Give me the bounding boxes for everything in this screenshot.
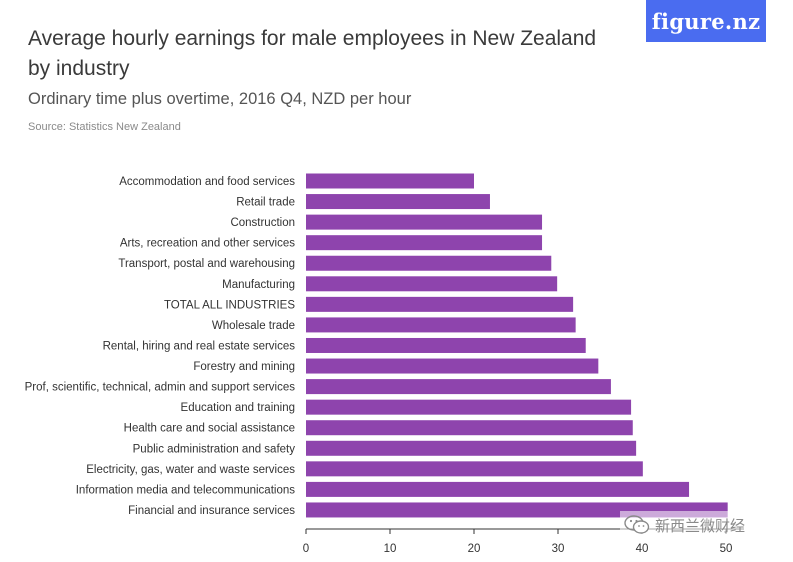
category-label: Arts, recreation and other services <box>120 238 295 250</box>
bar <box>306 399 632 415</box>
x-tick-label: 10 <box>384 543 397 555</box>
category-label: Health care and social assistance <box>124 423 295 435</box>
bar <box>306 214 543 230</box>
chart-subtitle: Ordinary time plus overtime, 2016 Q4, NZ… <box>28 90 412 108</box>
category-label: Construction <box>230 217 295 229</box>
category-label: Transport, postal and warehousing <box>118 258 295 270</box>
bar <box>306 420 633 436</box>
x-tick-label: 30 <box>552 543 565 555</box>
bar <box>306 379 611 395</box>
bar <box>306 194 490 210</box>
category-label: Accommodation and food services <box>119 176 295 188</box>
bar <box>306 317 576 333</box>
category-label: Rental, hiring and real estate services <box>103 340 296 352</box>
bar <box>306 337 586 353</box>
category-label: Public administration and safety <box>133 443 296 455</box>
bar <box>306 440 637 456</box>
chart-source: Source: Statistics New Zealand <box>28 121 181 133</box>
bar <box>306 296 574 312</box>
x-tick-label: 40 <box>636 543 649 555</box>
wechat-watermark: 新西兰微财经 <box>620 511 750 539</box>
category-label: Information media and telecommunications <box>76 484 296 496</box>
category-label: Electricity, gas, water and waste servic… <box>86 464 295 476</box>
category-label: Manufacturing <box>222 279 295 291</box>
bar <box>306 461 643 477</box>
category-label: TOTAL ALL INDUSTRIES <box>164 299 295 311</box>
bar <box>306 255 552 271</box>
category-label: Wholesale trade <box>212 320 295 332</box>
category-label: Retail trade <box>236 197 295 209</box>
category-label: Prof, scientific, technical, admin and s… <box>25 382 296 394</box>
x-tick-label: 0 <box>303 543 309 555</box>
figure-nz-logo[interactable]: figure.nz <box>646 0 766 42</box>
bar <box>306 358 599 374</box>
bar <box>306 481 690 497</box>
category-label: Forestry and mining <box>193 361 295 373</box>
bar <box>306 173 474 189</box>
wechat-icon <box>624 515 650 534</box>
category-label: Education and training <box>181 402 295 414</box>
x-tick-label: 50 <box>720 543 733 555</box>
bar <box>306 276 558 292</box>
chart-title: Average hourly earnings for male employe… <box>28 27 597 80</box>
watermark-text: 新西兰微财经 <box>655 516 746 535</box>
category-label: Financial and insurance services <box>128 505 295 517</box>
bar <box>306 235 543 251</box>
x-tick-label: 20 <box>468 543 481 555</box>
